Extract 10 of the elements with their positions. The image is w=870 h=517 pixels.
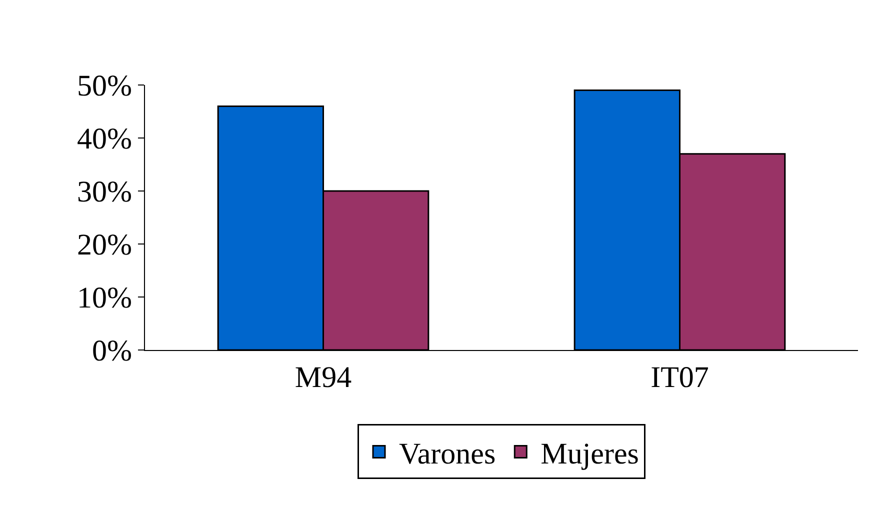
y-tick-label: 50% <box>77 70 132 102</box>
legend-label: Varones <box>399 437 496 470</box>
y-tick-label: 30% <box>77 176 132 208</box>
x-tick-label: M94 <box>294 361 352 394</box>
y-tick-label: 20% <box>77 228 132 262</box>
y-tick-label: 10% <box>77 282 132 314</box>
y-tick-label: 40% <box>77 122 132 156</box>
y-tick-label: 0% <box>92 334 132 368</box>
legend-label: Mujeres <box>540 437 639 470</box>
x-tick-label: IT07 <box>650 361 709 394</box>
